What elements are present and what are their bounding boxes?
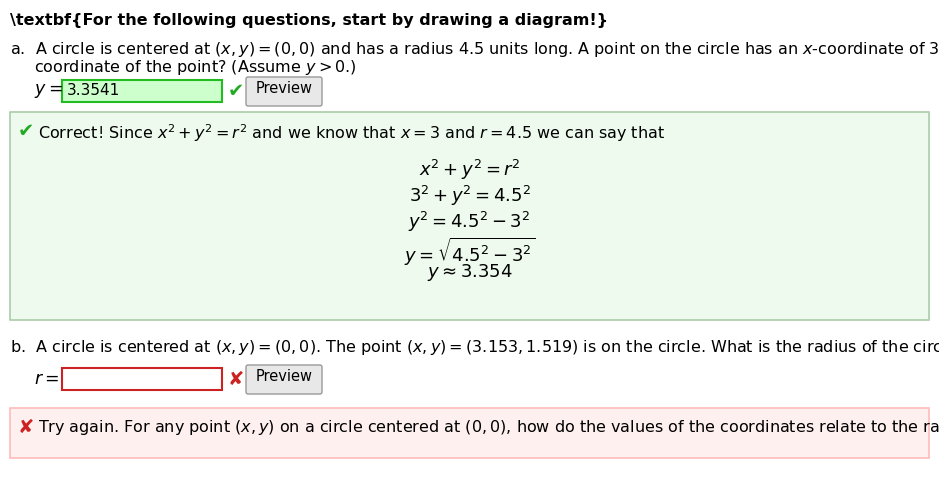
Text: ✔: ✔ xyxy=(228,82,244,101)
Text: \textbf{For the following questions, start by drawing a diagram!}: \textbf{For the following questions, sta… xyxy=(10,13,608,28)
Bar xyxy=(10,408,929,458)
Text: $x^2 + y^2 = r^2$: $x^2 + y^2 = r^2$ xyxy=(419,158,520,182)
Text: $y \approx 3.354$: $y \approx 3.354$ xyxy=(426,262,513,283)
Text: ✔: ✔ xyxy=(18,122,35,141)
Text: Try again. For any point $(x, y)$ on a circle centered at $(0, 0)$, how do the v: Try again. For any point $(x, y)$ on a c… xyxy=(38,418,939,437)
Text: $y =$: $y =$ xyxy=(34,82,63,100)
Text: $y^2 = 4.5^2 - 3^2$: $y^2 = 4.5^2 - 3^2$ xyxy=(408,210,531,234)
Text: Preview: Preview xyxy=(255,81,313,96)
Text: Correct! Since $x^2 + y^2 = r^2$ and we know that $x = 3$ and $r = 4.5$ we can s: Correct! Since $x^2 + y^2 = r^2$ and we … xyxy=(38,122,665,144)
Text: coordinate of the point? (Assume $y > 0$.): coordinate of the point? (Assume $y > 0$… xyxy=(34,58,357,77)
Text: a.  A circle is centered at $(x, y) = (0, 0)$ and has a radius 4.5 units long. A: a. A circle is centered at $(x, y) = (0,… xyxy=(10,40,939,59)
Text: $y = \sqrt{4.5^2 - 3^2}$: $y = \sqrt{4.5^2 - 3^2}$ xyxy=(404,236,535,268)
Bar xyxy=(62,368,222,390)
Bar xyxy=(62,80,222,102)
Text: $r =$: $r =$ xyxy=(34,370,59,388)
Text: b.  A circle is centered at $(x, y) = (0, 0)$. The point $(x, y) = (3.153, 1.519: b. A circle is centered at $(x, y) = (0,… xyxy=(10,338,939,357)
Text: Preview: Preview xyxy=(255,369,313,384)
Text: 3.3541: 3.3541 xyxy=(67,83,120,98)
Text: $3^2 + y^2 = 4.5^2$: $3^2 + y^2 = 4.5^2$ xyxy=(408,184,531,208)
Text: ✘: ✘ xyxy=(228,370,244,389)
FancyBboxPatch shape xyxy=(246,77,322,106)
Bar xyxy=(10,112,929,320)
Text: ✘: ✘ xyxy=(18,418,35,437)
FancyBboxPatch shape xyxy=(246,365,322,394)
